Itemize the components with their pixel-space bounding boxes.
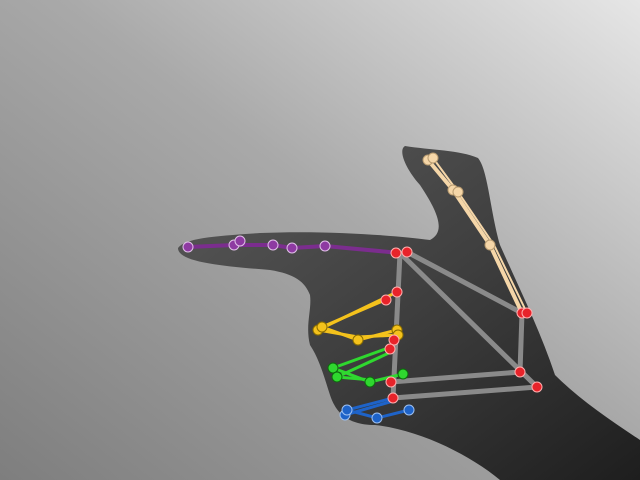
- pinky-finger: [339, 396, 415, 424]
- thumb: [422, 152, 528, 314]
- hand: [178, 146, 640, 480]
- middle-finger: [312, 290, 404, 346]
- index-finger: [182, 235, 401, 255]
- palm-links: [388, 249, 540, 401]
- joint-points: [380, 246, 543, 404]
- ring-finger: [327, 346, 409, 388]
